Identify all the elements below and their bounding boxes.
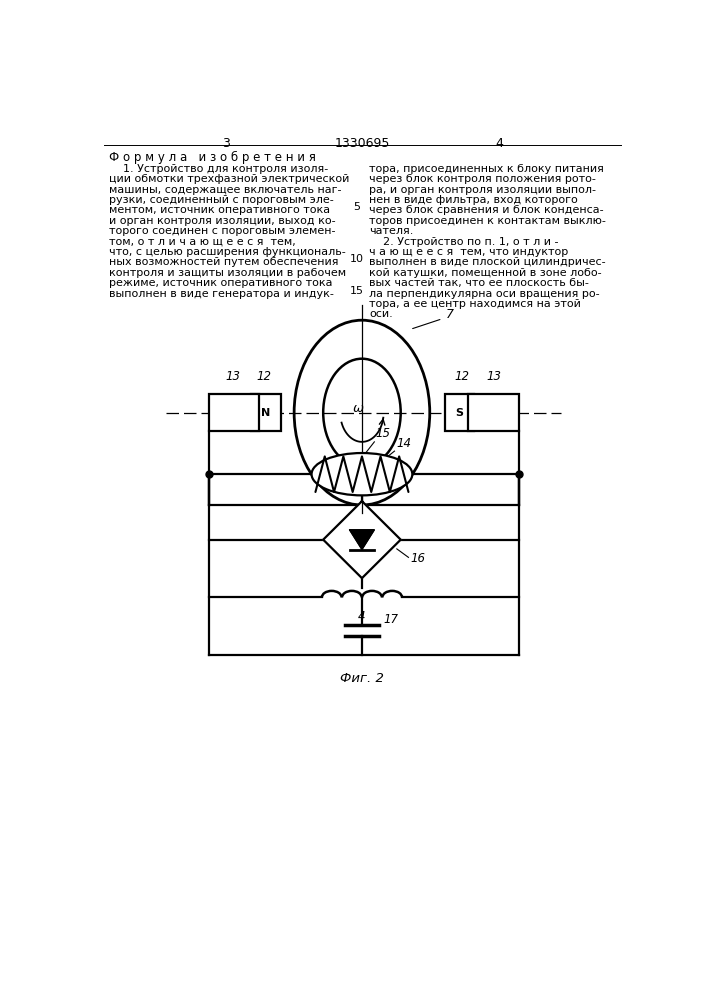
Ellipse shape [312,453,412,495]
Text: N: N [261,408,271,418]
Text: через блок сравнения и блок конденса-: через блок сравнения и блок конденса- [369,205,604,215]
Polygon shape [349,530,374,550]
Text: 1330695: 1330695 [334,137,390,150]
Text: кой катушки, помещенной в зоне лобо-: кой катушки, помещенной в зоне лобо- [369,268,602,278]
Text: ра, и орган контроля изоляции выпол-: ра, и орган контроля изоляции выпол- [369,185,596,195]
Text: 12: 12 [455,370,469,383]
Text: 17: 17 [384,613,399,626]
Text: и орган контроля изоляции, выход ко-: и орган контроля изоляции, выход ко- [110,216,336,226]
Bar [209,394,259,431]
Text: через блок контроля положения рото-: через блок контроля положения рото- [369,174,596,184]
Text: контроля и защиты изоляции в рабочем: контроля и защиты изоляции в рабочем [110,268,346,278]
Text: режиме, источник оперативного тока: режиме, источник оперативного тока [110,278,333,288]
Text: 10: 10 [349,254,363,264]
Text: том, о т л и ч а ю щ е е с я  тем,: том, о т л и ч а ю щ е е с я тем, [110,237,296,247]
Text: 15: 15 [376,427,391,440]
Text: ции обмотки трехфазной электрической: ции обмотки трехфазной электрической [110,174,350,184]
Text: 13: 13 [486,370,501,383]
Text: 15: 15 [349,286,363,296]
Text: 14: 14 [397,437,411,450]
Text: 13: 13 [226,370,241,383]
Text: чателя.: чателя. [369,226,414,236]
Text: выполнен в виде генератора и индук-: выполнен в виде генератора и индук- [110,289,334,299]
Text: Ф о р м у л а   и з о б р е т е н и я: Ф о р м у л а и з о б р е т е н и я [110,151,316,164]
Text: ч а ю щ е е с я  тем, что индуктор: ч а ю щ е е с я тем, что индуктор [369,247,568,257]
Text: ных возможностей путем обеспечения: ных возможностей путем обеспечения [110,257,339,267]
Text: торого соединен с пороговым элемен-: торого соединен с пороговым элемен- [110,226,336,236]
Text: тора, присоединенных к блоку питания: тора, присоединенных к блоку питания [369,164,604,174]
Text: 5: 5 [353,202,360,212]
Polygon shape [323,501,401,578]
Text: 1. Устройство для контроля изоля-: 1. Устройство для контроля изоля- [110,164,329,174]
Text: тора, а ее центр находимся на этой: тора, а ее центр находимся на этой [369,299,580,309]
Text: рузки, соединенный с пороговым эле-: рузки, соединенный с пороговым эле- [110,195,334,205]
Text: 3: 3 [221,137,230,150]
Text: 16: 16 [410,552,425,565]
Text: 4: 4 [495,137,503,150]
Text: что, с целью расширения функциональ-: что, с целью расширения функциональ- [110,247,346,257]
Text: ментом, источник оперативного тока: ментом, источник оперативного тока [110,205,330,215]
Text: S: S [455,408,464,418]
Text: 2. Устройство по п. 1, о т л и -: 2. Устройство по п. 1, о т л и - [369,237,559,247]
Text: ω: ω [353,402,363,415]
Text: оси.: оси. [369,309,392,319]
Text: вых частей так, что ее плоскость бы-: вых частей так, что ее плоскость бы- [369,278,589,288]
Text: выполнен в виде плоской цилиндричес-: выполнен в виде плоской цилиндричес- [369,257,606,267]
Bar [468,394,518,431]
Text: машины, содержащее включатель наг-: машины, содержащее включатель наг- [110,185,341,195]
Bar [251,394,281,431]
Text: нен в виде фильтра, вход которого: нен в виде фильтра, вход которого [369,195,578,205]
Text: Фиг. 2: Фиг. 2 [340,672,384,685]
Text: 12: 12 [256,370,271,383]
Text: ла перпендикулярна оси вращения ро-: ла перпендикулярна оси вращения ро- [369,289,600,299]
Text: 7: 7 [445,308,454,321]
Text: торов присоединен к контактам выклю-: торов присоединен к контактам выклю- [369,216,606,226]
Text: 4: 4 [358,610,366,623]
Bar [445,394,474,431]
